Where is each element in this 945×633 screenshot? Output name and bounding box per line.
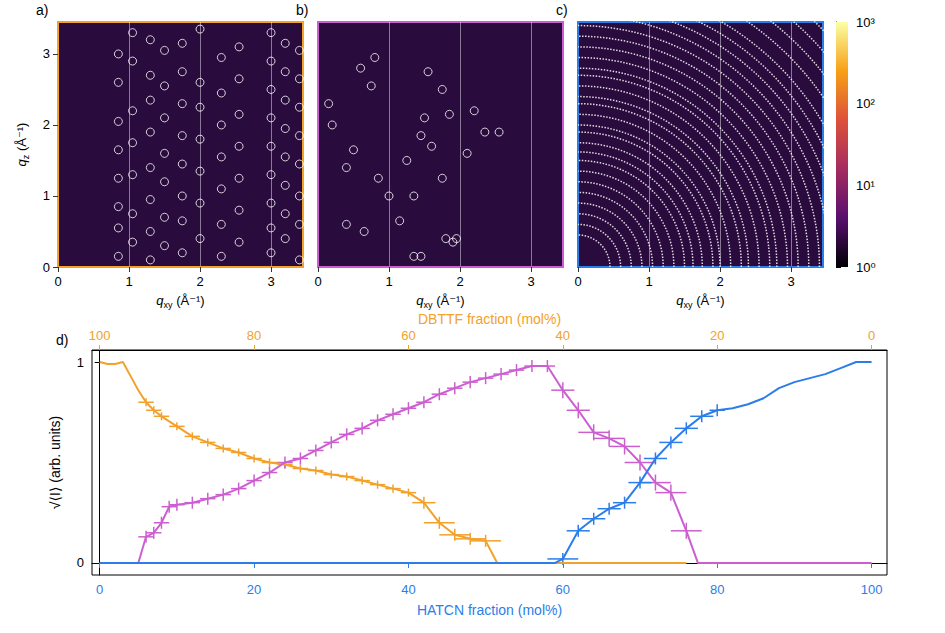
svg-text:10¹: 10¹ [856, 178, 875, 193]
svg-text:2: 2 [456, 274, 463, 289]
svg-text:3: 3 [527, 274, 534, 289]
svg-text:(Å⁻¹): (Å⁻¹) [14, 123, 29, 155]
svg-text:40: 40 [556, 328, 570, 343]
svg-text:√⟨I⟩ (arb. units): √⟨I⟩ (arb. units) [47, 416, 63, 509]
svg-text:100: 100 [861, 582, 883, 597]
svg-text:DBTTF fraction (mol%): DBTTF fraction (mol%) [418, 311, 561, 327]
svg-text:1: 1 [77, 355, 84, 370]
svg-text:10⁰: 10⁰ [856, 260, 876, 275]
html-text:qxy: qxy [156, 292, 173, 310]
svg-text:10²: 10² [856, 96, 875, 111]
svg-text:b): b) [296, 2, 308, 18]
svg-text:0: 0 [574, 274, 581, 289]
svg-text:d): d) [56, 332, 68, 348]
svg-text:(Å⁻¹): (Å⁻¹) [433, 293, 465, 308]
svg-text:c): c) [556, 2, 568, 18]
svg-text:(Å⁻¹): (Å⁻¹) [173, 293, 205, 308]
svg-text:100: 100 [89, 328, 111, 343]
svg-text:0: 0 [868, 328, 875, 343]
svg-text:0: 0 [43, 260, 50, 275]
svg-text:0: 0 [96, 582, 103, 597]
svg-text:60: 60 [556, 582, 570, 597]
svg-text:0: 0 [54, 274, 61, 289]
svg-text:3: 3 [787, 274, 794, 289]
svg-text:2: 2 [196, 274, 203, 289]
svg-text:3: 3 [267, 274, 274, 289]
svg-text:80: 80 [247, 328, 261, 343]
svg-text:q: q [13, 159, 29, 167]
svg-text:3: 3 [43, 46, 50, 61]
svg-text:1: 1 [125, 274, 132, 289]
svg-text:1: 1 [385, 274, 392, 289]
svg-text:2: 2 [716, 274, 723, 289]
svg-text:60: 60 [401, 328, 415, 343]
svg-text:20: 20 [710, 328, 724, 343]
svg-text:1: 1 [645, 274, 652, 289]
svg-text:40: 40 [401, 582, 415, 597]
svg-text:a): a) [36, 2, 48, 18]
html-text:qxy: qxy [416, 292, 433, 310]
svg-text:1: 1 [43, 188, 50, 203]
svg-text:0: 0 [314, 274, 321, 289]
html-text:qxy: qxy [676, 292, 693, 310]
svg-text:10³: 10³ [856, 15, 875, 30]
svg-text:0: 0 [77, 555, 84, 570]
svg-text:80: 80 [710, 582, 724, 597]
svg-text:z: z [20, 154, 31, 160]
svg-text:20: 20 [247, 582, 261, 597]
svg-text:2: 2 [43, 117, 50, 132]
svg-text:HATCN fraction (mol%): HATCN fraction (mol%) [417, 602, 562, 618]
svg-text:(Å⁻¹): (Å⁻¹) [693, 293, 725, 308]
